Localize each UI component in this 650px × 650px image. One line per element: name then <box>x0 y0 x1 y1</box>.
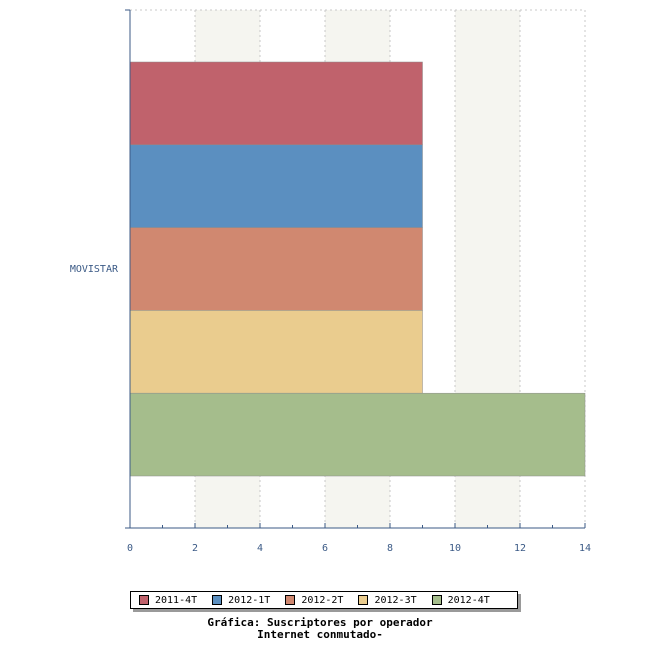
x-tick-label: 8 <box>387 543 393 554</box>
legend-swatch <box>285 595 296 605</box>
bar-2012-4T <box>129 392 586 477</box>
x-tick-label: 14 <box>579 543 591 554</box>
x-tick-label: 12 <box>514 543 526 554</box>
x-tick-label: 0 <box>127 543 133 554</box>
bar-2011-4T <box>129 61 423 146</box>
chart-caption: Gráfica: Suscriptores por operador Inter… <box>160 617 480 641</box>
legend-label: 2012-2T <box>301 594 344 606</box>
bar-2012-3T <box>129 310 423 394</box>
category-labels: MOVISTAR <box>70 264 119 275</box>
caption-line-1: Gráfica: Suscriptores por operador <box>207 616 433 629</box>
axes <box>125 9 586 529</box>
legend-label: 2012-3T <box>374 594 417 606</box>
x-tick-label: 4 <box>257 543 263 554</box>
bars <box>129 61 586 477</box>
legend-swatch <box>212 595 223 605</box>
x-tick-label: 2 <box>192 543 198 554</box>
category-label: MOVISTAR <box>70 264 119 275</box>
x-tick-labels: 0 2 4 6 8 10 12 14 <box>127 543 591 554</box>
legend-item: 2012-3T <box>358 594 417 606</box>
bar-2012-2T <box>129 227 423 311</box>
x-tick-label: 6 <box>322 543 328 554</box>
legend-label: 2012-4T <box>447 594 490 606</box>
legend-swatch <box>431 595 442 605</box>
caption-line-2: Internet conmutado- <box>257 628 383 641</box>
legend-item: 2012-2T <box>285 595 343 606</box>
legend-label: 2011-4T <box>155 594 198 606</box>
legend-item: 2012-4T <box>431 594 490 606</box>
legend-item: 2012-1T <box>212 595 270 606</box>
legend: 2011-4T 2012-1T 2012-2T 2012-3T 2012-4T <box>130 591 518 609</box>
legend-label: 2012-1T <box>228 594 271 606</box>
bar-2012-1T <box>129 144 423 228</box>
legend-swatch <box>358 595 369 605</box>
legend-swatch <box>139 595 149 605</box>
x-tick-label: 10 <box>449 543 461 554</box>
legend-item: 2011-4T <box>139 595 197 606</box>
